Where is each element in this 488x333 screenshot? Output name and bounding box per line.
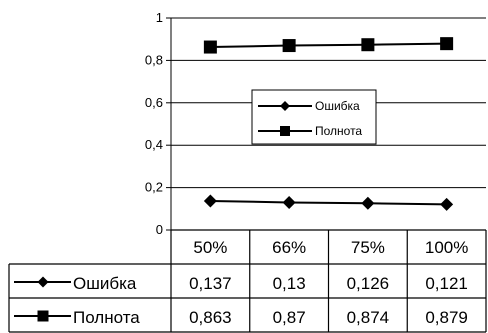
table-cell-value: 0,879 xyxy=(425,308,468,327)
table-cell-value: 0,121 xyxy=(425,274,468,293)
x-category-label: 50% xyxy=(193,238,227,257)
data-table: 50% 66% 75% 100% Ошибка 0,137 0,13 0,126 0,121 По… xyxy=(8,229,487,333)
y-tick-label: 0 xyxy=(156,222,163,237)
series-line-0 xyxy=(210,199,447,206)
table-cell-value: 0,87 xyxy=(273,308,306,327)
y-tick-label: 0,2 xyxy=(145,180,163,195)
y-tick-label: 0,4 xyxy=(145,137,163,152)
table-series-name: Полнота xyxy=(73,308,140,327)
x-category-label: 66% xyxy=(272,238,306,257)
legend-diamond-icon xyxy=(280,101,290,111)
data-point-square-icon xyxy=(440,37,454,51)
table-cell-value: 0,126 xyxy=(347,274,390,293)
data-point-diamond-icon xyxy=(361,196,375,210)
y-tick-label: 0,6 xyxy=(145,95,163,110)
table-cell-value: 0,863 xyxy=(189,308,232,327)
series-layer xyxy=(203,37,454,211)
legend-box xyxy=(251,89,377,145)
y-tick-label: 1 xyxy=(156,10,163,25)
table-diamond-icon xyxy=(37,276,49,288)
legend-label: Полнота xyxy=(315,124,362,138)
table-cell-value: 0,13 xyxy=(273,274,306,293)
data-point-diamond-icon xyxy=(440,197,454,211)
legend: Ошибка Полнота xyxy=(251,89,377,145)
table-square-icon xyxy=(37,310,49,322)
x-category-label: 100% xyxy=(425,238,468,257)
x-category-label: 75% xyxy=(351,238,385,257)
data-point-square-icon xyxy=(361,38,375,52)
series-line-1 xyxy=(210,42,447,49)
data-point-diamond-icon xyxy=(282,195,296,209)
table-cell-value: 0,874 xyxy=(347,308,390,327)
data-point-diamond-icon xyxy=(203,194,217,208)
y-axis: 0 0,2 0,4 0,6 0,8 1 xyxy=(145,10,172,237)
table-series-name: Ошибка xyxy=(73,274,137,293)
legend-label: Ошибка xyxy=(315,99,360,113)
data-point-square-icon xyxy=(282,39,296,53)
table-cell-value: 0,137 xyxy=(189,274,232,293)
legend-square-icon xyxy=(280,126,290,136)
data-point-square-icon xyxy=(203,40,217,54)
y-tick-label: 0,8 xyxy=(145,52,163,67)
